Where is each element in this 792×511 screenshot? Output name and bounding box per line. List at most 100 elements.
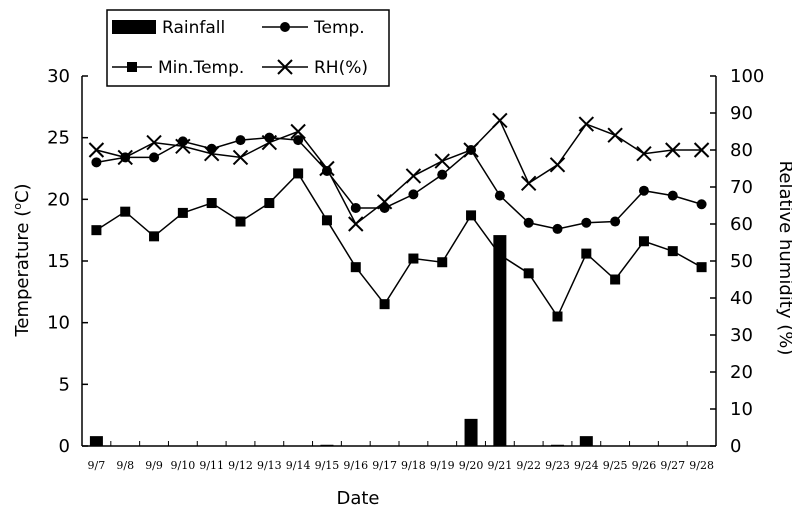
temp-point xyxy=(206,143,217,154)
y-axis-title-left-suffix: C) xyxy=(12,183,33,203)
min-temp-point xyxy=(408,253,419,264)
rh-point xyxy=(607,127,623,143)
rh-point xyxy=(693,142,710,158)
x-tick-label: 9/13 xyxy=(257,459,282,472)
x-tick-label: 9/16 xyxy=(343,459,368,472)
right-tick-label: 20 xyxy=(730,362,753,383)
x-stroke xyxy=(376,194,393,210)
x-tick-label: 9/27 xyxy=(660,459,685,472)
x-tick-label: 9/14 xyxy=(286,459,311,472)
temp-point xyxy=(264,132,275,143)
x-stroke xyxy=(261,134,278,151)
x-tick-label: 9/25 xyxy=(603,459,628,472)
legend-temp-label: Temp. xyxy=(313,18,365,38)
temp-point xyxy=(696,199,707,210)
right-tick-label: 60 xyxy=(730,214,753,235)
temp-point xyxy=(552,223,563,234)
min-temp-point xyxy=(293,168,304,179)
left-tick-label: 25 xyxy=(47,128,70,149)
right-tick-label: 90 xyxy=(730,103,753,124)
x-stroke xyxy=(693,142,710,158)
rh-point xyxy=(665,142,681,158)
right-tick-label: 100 xyxy=(730,66,764,87)
min-temp-point xyxy=(667,246,678,257)
left-tick-label: 30 xyxy=(47,66,70,87)
temp-point xyxy=(293,135,304,146)
x-stroke xyxy=(290,123,306,140)
x-tick-label: 9/28 xyxy=(689,459,714,472)
min-temp-point xyxy=(321,215,332,226)
right-tick-label: 0 xyxy=(730,436,741,457)
min-temp-point xyxy=(120,206,131,217)
right-tick-label: 40 xyxy=(730,288,753,309)
x-stroke xyxy=(88,142,105,158)
series-lines xyxy=(96,119,702,319)
temp-point xyxy=(149,152,160,163)
rh-point xyxy=(290,123,306,140)
temp-point xyxy=(437,169,448,180)
x-stroke xyxy=(636,145,652,162)
x-tick-label: 9/21 xyxy=(488,459,513,472)
x-stroke xyxy=(463,142,479,158)
rainfall-bar xyxy=(493,235,507,446)
x-stroke xyxy=(203,145,220,162)
temp-point xyxy=(350,202,361,213)
x-tick-label: 9/20 xyxy=(459,459,484,472)
x-stroke xyxy=(607,127,623,143)
y-axis-title-right: Relative humidity (%) xyxy=(775,161,792,356)
x-stroke xyxy=(549,157,566,173)
right-tick-label: 70 xyxy=(730,177,753,198)
min-temp-point xyxy=(264,198,275,209)
legend-min-temp-label: Min.Temp. xyxy=(158,58,244,78)
min-temp-point xyxy=(91,225,102,236)
left-tick-label: 15 xyxy=(47,251,70,272)
legend-rh-label: RH(%) xyxy=(314,58,368,78)
y-axis-title-left-prefix: Temperature ( xyxy=(12,210,33,338)
rh-point xyxy=(434,153,450,169)
x-stroke xyxy=(348,216,364,232)
legend-temp-marker xyxy=(280,22,290,32)
legend: Rainfall Temp. Min.Temp. RH(%) xyxy=(106,9,390,87)
x-tick-label: 9/24 xyxy=(574,459,599,472)
legend-min-temp-marker xyxy=(127,62,137,72)
min-temp-point xyxy=(523,268,534,279)
right-tick-label: 80 xyxy=(730,140,753,161)
x-tick-label: 9/11 xyxy=(199,459,224,472)
x-stroke xyxy=(319,160,335,177)
min-temp-point xyxy=(379,299,390,310)
temp-point xyxy=(235,135,246,146)
x-stroke xyxy=(117,149,133,166)
temp-line xyxy=(96,136,702,230)
left-tick-label: 5 xyxy=(59,374,70,395)
min-temp-point xyxy=(638,236,649,247)
x-stroke xyxy=(578,116,595,132)
rh-point xyxy=(376,194,393,210)
min-temp-point xyxy=(177,207,188,218)
right-tick-label: 50 xyxy=(730,251,753,272)
temp-point xyxy=(91,157,102,168)
y-axis-title-left: Temperature (oC) xyxy=(11,183,33,337)
x-tick-label: 9/18 xyxy=(401,459,426,472)
temp-point xyxy=(667,190,678,201)
rainfall-bars xyxy=(89,235,593,446)
x-tick-label: 9/19 xyxy=(430,459,455,472)
rh-point xyxy=(348,216,364,232)
rainfall-bar xyxy=(579,436,593,446)
x-tick-label: 9/8 xyxy=(116,459,134,472)
x-tick-label: 9/26 xyxy=(632,459,657,472)
rainfall-bar xyxy=(464,418,478,446)
x-tick-label: 9/10 xyxy=(171,459,196,472)
temp-point xyxy=(638,185,649,196)
temp-point xyxy=(581,217,592,228)
temp-point xyxy=(321,165,332,176)
legend-rainfall-label: Rainfall xyxy=(162,18,225,38)
right-tick-label: 30 xyxy=(730,325,753,346)
min-temp-point xyxy=(552,311,563,322)
rainfall-bar xyxy=(320,444,334,446)
min-temp-point xyxy=(610,274,621,285)
legend-rh-marker xyxy=(277,59,293,75)
rh-point xyxy=(492,112,508,129)
temp-point xyxy=(610,216,621,227)
rainfall-bar xyxy=(89,436,103,446)
